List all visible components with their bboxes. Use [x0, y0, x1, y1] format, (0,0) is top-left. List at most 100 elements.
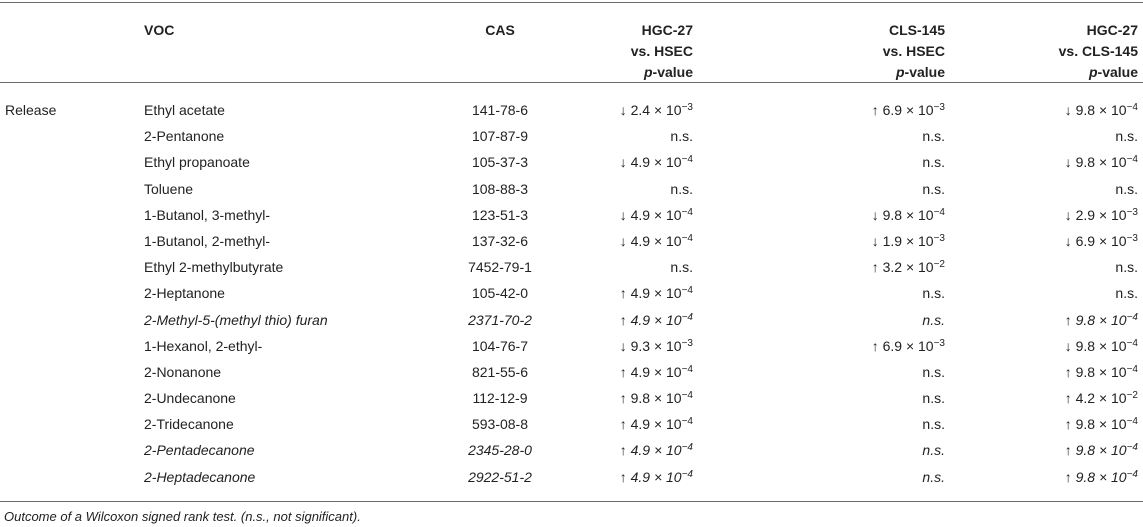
pvalue-base: n.s. — [922, 442, 945, 459]
pvalue-exponent: −4 — [681, 468, 693, 480]
table-row: 2-Pentanone 107-87-9 n.s. n.s. n.s. — [0, 124, 1143, 150]
pvalue-base: n.s. — [922, 390, 945, 407]
pvalue-exponent: −4 — [1126, 311, 1138, 323]
cls145-vs-hsec-pvalue: ↓ 9.8 × 10−4 — [725, 203, 945, 227]
pvalue-exponent: −4 — [1126, 337, 1138, 349]
cls145-vs-hsec-pvalue: ↑ 6.9 × 10−3 — [725, 334, 945, 358]
hgc27-vs-cls145-pvalue: ↓ 9.8 × 10−4 — [918, 98, 1138, 122]
voc-name-cell: 2-Methyl-5-(methyl thio) furan — [144, 311, 328, 328]
hgc27-vs-hsec-pvalue: ↓ 4.9 × 10−4 — [473, 203, 693, 227]
pvalue-exponent: −4 — [681, 154, 693, 166]
pvalue-base: ↓ 9.3 × 10 — [619, 337, 682, 354]
hgc27-vs-hsec-pvalue: ↑ 9.8 × 10−4 — [473, 386, 693, 410]
pvalue-base: n.s. — [670, 180, 693, 197]
pvalue-base: ↑ 9.8 × 10 — [1064, 416, 1127, 433]
hgc27-vs-cls145-pvalue: ↓ 6.9 × 10−3 — [918, 229, 1138, 253]
voc-name-cell: 2-Undecanone — [144, 390, 236, 407]
header-line: p-value — [473, 62, 693, 83]
cls145-vs-hsec-pvalue: n.s. — [725, 438, 945, 462]
cas-number-cell: 2922-51-2 — [468, 468, 532, 485]
cls145-vs-hsec-pvalue: n.s. — [725, 386, 945, 410]
table-row: 2-Heptanone 105-42-0 ↑ 4.9 × 10−4 n.s. n.s. — [0, 281, 1143, 307]
pvalue-base: ↑ 9.8 × 10 — [1064, 468, 1127, 485]
pvalue-base: ↑ 3.2 × 10 — [871, 259, 934, 276]
pvalue-base: ↓ 1.9 × 10 — [871, 232, 934, 249]
pvalue-exponent: −2 — [1126, 390, 1138, 402]
pvalue-exponent: −4 — [933, 206, 945, 218]
header-value-suffix: -value — [904, 64, 945, 80]
header-line: vs. HSEC — [882, 43, 945, 59]
pvalue-base: ↑ 9.8 × 10 — [1064, 442, 1127, 459]
pvalue-base: n.s. — [1115, 285, 1138, 302]
pvalue-base: n.s. — [1115, 180, 1138, 197]
table-row: 1-Butanol, 2-methyl- 137-32-6 ↓ 4.9 × 10−4… — [0, 229, 1143, 255]
header-line: p-value — [725, 62, 945, 83]
header-value-suffix: -value — [1097, 64, 1138, 80]
voc-name-cell: 1-Hexanol, 2-ethyl- — [144, 337, 263, 354]
pvalue-exponent: −4 — [681, 285, 693, 297]
cls145-vs-hsec-pvalue: n.s. — [725, 465, 945, 489]
hgc27-vs-cls145-pvalue: ↑ 4.2 × 10−2 — [918, 386, 1138, 410]
pvalue-base: n.s. — [1115, 259, 1138, 276]
cas-number-cell: 821-55-6 — [471, 363, 529, 380]
table-row: 1-Butanol, 3-methyl- 123-51-3 ↓ 4.9 × 10−4… — [0, 203, 1143, 229]
pvalue-base: ↑ 6.9 × 10 — [871, 102, 934, 118]
cas-number-cell: 104-76-7 — [471, 337, 529, 354]
top-rule — [0, 2, 1143, 3]
pvalue-base: ↑ 4.9 × 10 — [619, 285, 682, 302]
hgc27-vs-hsec-pvalue: ↑ 4.9 × 10−4 — [473, 281, 693, 305]
cls145-vs-hsec-pvalue: n.s. — [725, 360, 945, 384]
cas-number-cell: 105-37-3 — [471, 154, 529, 171]
voc-name-cell: 1-Butanol, 2-methyl- — [144, 232, 271, 249]
pvalue-base: ↑ 4.9 × 10 — [619, 363, 682, 380]
table-row: 2-Methyl-5-(methyl thio) furan 2371-70-2 ↑… — [0, 308, 1143, 334]
header-cas: CAS — [446, 20, 554, 41]
pvalue-base: ↓ 9.8 × 10 — [871, 206, 934, 223]
hgc27-vs-cls145-pvalue: n.s. — [918, 281, 1138, 305]
pvalue-base: n.s. — [922, 128, 945, 145]
pvalue-base: ↑ 4.2 × 10 — [1064, 390, 1127, 407]
table-row: Ethyl 2-methylbutyrate 7452-79-1 n.s. ↑ 3.2… — [0, 255, 1143, 281]
pvalue-base: n.s. — [1115, 128, 1138, 145]
voc-name-cell: 1-Butanol, 3-methyl- — [144, 206, 271, 223]
table-row: 2-Tridecanone 593-08-8 ↑ 4.9 × 10−4 n.s. ↑ 9… — [0, 412, 1143, 438]
pvalue-base: ↓ 9.8 × 10 — [1064, 337, 1127, 354]
header-rule — [0, 82, 1143, 83]
table-row: 2-Heptadecanone 2922-51-2 ↑ 4.9 × 10−4 n.s.… — [0, 465, 1143, 491]
pvalue-base: n.s. — [922, 416, 945, 433]
hgc27-vs-cls145-pvalue: ↑ 9.8 × 10−4 — [918, 360, 1138, 384]
hgc27-vs-cls145-pvalue: ↑ 9.8 × 10−4 — [918, 438, 1138, 462]
cls145-vs-hsec-pvalue: ↓ 1.9 × 10−3 — [725, 229, 945, 253]
header-line: HGC-27 — [641, 22, 693, 38]
hgc27-vs-hsec-pvalue: n.s. — [473, 255, 693, 279]
pvalue-exponent: −4 — [681, 311, 693, 323]
hgc27-vs-hsec-pvalue: n.s. — [473, 124, 693, 148]
cas-number-cell: 108-88-3 — [471, 180, 529, 197]
pvalue-base: ↓ 9.8 × 10 — [1064, 102, 1127, 118]
pvalue-exponent: −4 — [1126, 416, 1138, 428]
pvalue-exponent: −3 — [933, 232, 945, 244]
pvalue-base: n.s. — [922, 285, 945, 302]
pvalue-base: ↑ 9.8 × 10 — [619, 390, 682, 407]
table-row: Ethyl propanoate 105-37-3 ↓ 4.9 × 10−4 n.s.… — [0, 150, 1143, 176]
voc-name-cell: Toluene — [144, 180, 194, 197]
hgc27-vs-hsec-pvalue: ↓ 9.3 × 10−3 — [473, 334, 693, 358]
hgc27-vs-hsec-pvalue: ↓ 4.9 × 10−4 — [473, 229, 693, 253]
pvalue-exponent: −4 — [1126, 468, 1138, 480]
table-row: Toluene 108-88-3 n.s. n.s. n.s. — [0, 177, 1143, 203]
header-p-italic: p — [643, 64, 653, 80]
pvalue-exponent: −3 — [1126, 232, 1138, 244]
hgc27-vs-hsec-pvalue: ↑ 4.9 × 10−4 — [473, 360, 693, 384]
pvalue-exponent: −4 — [681, 232, 693, 244]
pvalue-exponent: −4 — [681, 206, 693, 218]
voc-name-cell: 2-Tridecanone — [144, 416, 234, 433]
table-row: 2-Nonanone 821-55-6 ↑ 4.9 × 10−4 n.s. ↑ 9.8 … — [0, 360, 1143, 386]
header-line: HGC-27 — [1086, 22, 1138, 38]
table-body: Ethyl acetate 141-78-6 ↓ 2.4 × 10−3 ↑ 6.9 ×… — [0, 98, 1143, 491]
voc-name-cell: 2-Pentadecanone — [144, 442, 255, 459]
cas-number-cell: 105-42-0 — [471, 285, 529, 302]
hgc27-vs-hsec-pvalue: ↑ 4.9 × 10−4 — [473, 412, 693, 436]
pvalue-exponent: −3 — [681, 102, 693, 113]
hgc27-vs-cls145-pvalue: ↓ 9.8 × 10−4 — [918, 334, 1138, 358]
